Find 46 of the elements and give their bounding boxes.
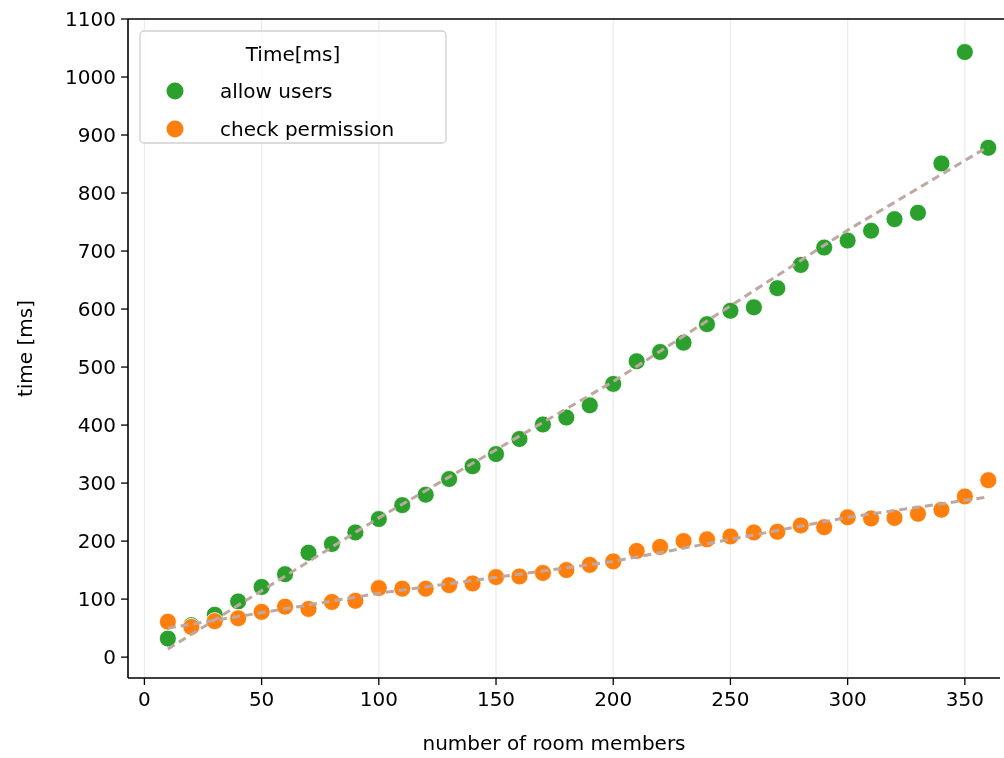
point xyxy=(885,210,904,229)
legend-title: Time[ms] xyxy=(244,42,341,66)
point xyxy=(862,221,880,240)
y-tick-label: 1000 xyxy=(65,65,116,90)
point xyxy=(768,279,787,298)
x-axis-title: number of room members xyxy=(422,731,686,755)
y-tick-label: 0 xyxy=(103,645,116,670)
point xyxy=(299,543,318,562)
y-axis-title: time [ms] xyxy=(13,299,37,398)
point xyxy=(627,542,646,560)
point xyxy=(815,518,834,537)
point xyxy=(651,343,670,361)
legend-label: check permission xyxy=(220,117,395,141)
point xyxy=(158,629,177,648)
x-tick-label: 200 xyxy=(594,687,633,711)
point xyxy=(955,43,974,61)
point xyxy=(158,612,177,631)
point xyxy=(580,396,599,415)
point xyxy=(557,408,576,427)
y-tick-label: 400 xyxy=(77,413,116,438)
y-tick-label: 500 xyxy=(77,355,116,380)
y-tick-label: 100 xyxy=(77,587,116,612)
y-tick-label: 800 xyxy=(77,181,116,206)
y-tick-label: 600 xyxy=(77,297,116,322)
x-tick-label: 150 xyxy=(476,687,516,711)
y-tick-label: 1100 xyxy=(65,7,116,31)
y-tick-label: 300 xyxy=(77,471,116,496)
point xyxy=(909,203,927,222)
point xyxy=(674,532,693,550)
point xyxy=(932,154,951,173)
x-tick-label: 50 xyxy=(248,687,275,711)
point xyxy=(838,231,857,250)
point xyxy=(885,509,904,527)
legend-label: allow users xyxy=(220,79,333,103)
x-tick-label: 250 xyxy=(711,687,750,711)
y-tick-label: 700 xyxy=(77,239,116,264)
point xyxy=(651,538,670,556)
point xyxy=(979,471,998,490)
y-tick-label: 900 xyxy=(77,123,116,148)
x-tick-label: 350 xyxy=(945,687,984,711)
point xyxy=(744,298,763,317)
x-tick-label: 0 xyxy=(138,687,151,711)
y-tick-label: 200 xyxy=(77,529,116,554)
x-tick-label: 300 xyxy=(828,687,867,711)
point xyxy=(979,138,998,157)
x-tick-label: 100 xyxy=(359,687,398,711)
